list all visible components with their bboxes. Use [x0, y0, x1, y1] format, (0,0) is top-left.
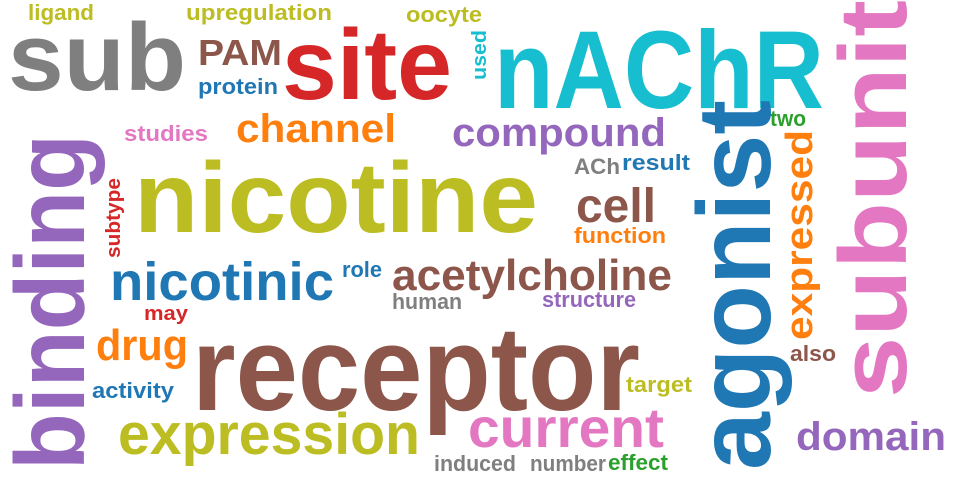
word-human: human	[392, 289, 462, 314]
word-nicotine: nicotine	[134, 142, 538, 254]
word-may: may	[144, 303, 189, 325]
word-upregulation: upregulation	[186, 0, 332, 25]
word-two: two	[770, 106, 806, 131]
word-expression: expression	[118, 402, 420, 467]
word-receptor: receptor	[192, 302, 640, 436]
word-agonist: agonist	[677, 100, 793, 470]
word-oocyte: oocyte	[406, 2, 482, 27]
word-nachr: nAChR	[494, 9, 824, 132]
word-studies: studies	[124, 121, 208, 146]
word-protein: protein	[198, 74, 278, 99]
word-ligand: ligand	[28, 0, 94, 25]
word-structure: structure	[542, 287, 636, 312]
word-channel: channel	[236, 107, 396, 151]
word-sub: sub	[8, 4, 186, 111]
word-function: function	[574, 223, 666, 248]
word-subtype: subtype	[103, 178, 125, 258]
word-pam: PAM	[198, 32, 282, 73]
word-effect: effect	[608, 450, 669, 475]
word-induced: induced	[434, 451, 516, 476]
word-number: number	[530, 451, 606, 476]
word-activity: activity	[92, 378, 175, 403]
word-compound: compound	[452, 111, 666, 155]
word-subunit: subunit	[820, 0, 927, 398]
word-cell: cell	[576, 180, 656, 233]
word-binding: binding	[0, 134, 105, 470]
word-site: site	[282, 9, 452, 121]
word-nicotinic: nicotinic	[110, 252, 334, 312]
word-used: used	[469, 30, 491, 80]
word-role: role	[342, 257, 382, 282]
word-expressed: expressed	[779, 130, 821, 340]
word-current: current	[468, 396, 664, 459]
word-drug: drug	[96, 321, 188, 370]
word-acetylcholine: acetylcholine	[392, 251, 672, 300]
word-also: also	[790, 341, 836, 366]
word-domain: domain	[796, 415, 946, 459]
word-target: target	[626, 372, 693, 397]
word-ach: ACh	[574, 154, 620, 179]
word-result: result	[622, 150, 691, 175]
